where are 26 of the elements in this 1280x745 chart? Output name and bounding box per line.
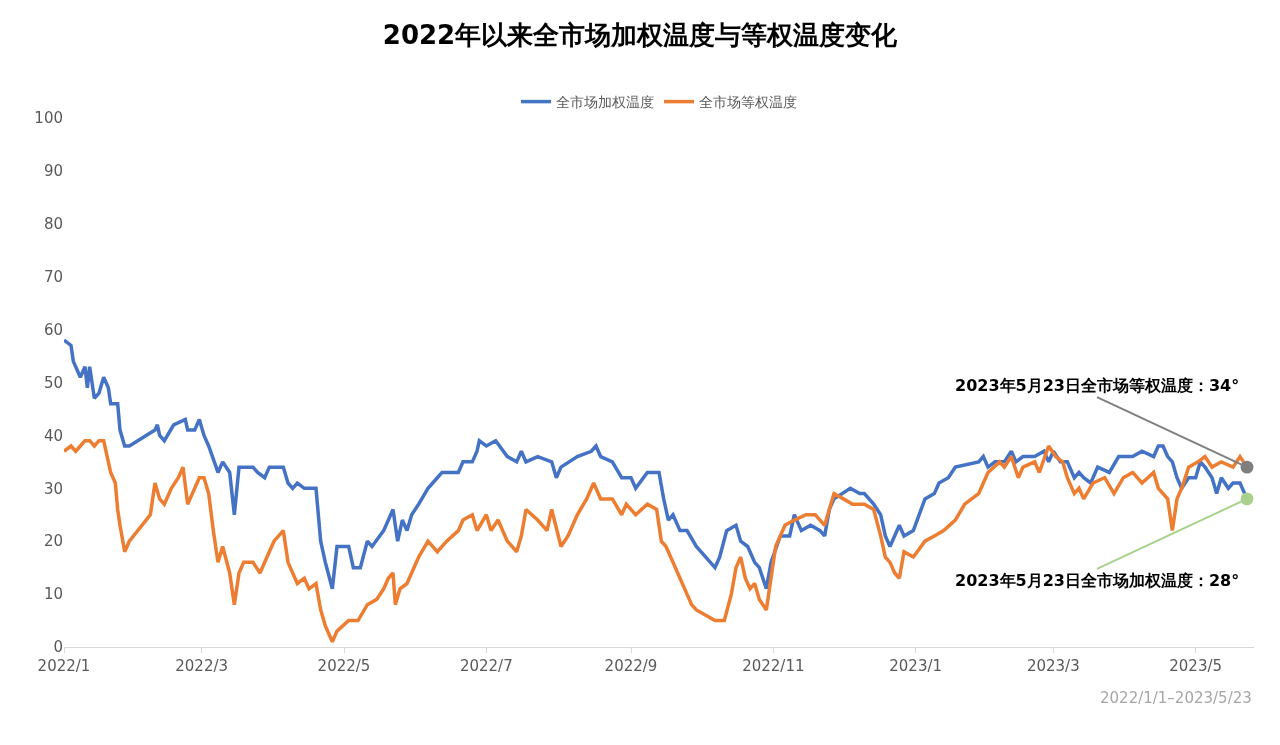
- x-tick-label: 2023/1: [889, 657, 943, 675]
- annotation: 2023年5月23日全市场等权温度：34°: [955, 376, 1240, 395]
- legend-label: 全市场等权温度: [699, 94, 797, 111]
- x-tick-label: 2022/11: [742, 657, 805, 675]
- chart-title: 2022年以来全市场加权温度与等权温度变化: [382, 20, 899, 51]
- x-tick-label: 2023/5: [1169, 657, 1223, 675]
- annotation: 2023年5月23日全市场加权温度：28°: [955, 571, 1240, 590]
- y-tick-label: 100: [34, 109, 63, 128]
- y-tick-label: 30: [43, 479, 63, 498]
- y-tick-label: 40: [43, 426, 63, 445]
- y-tick-label: 60: [43, 320, 63, 339]
- x-tick-label: 2022/1: [37, 657, 91, 675]
- y-tick-label: 50: [43, 373, 63, 392]
- x-tick-label: 2023/3: [1026, 657, 1080, 675]
- y-tick-label: 10: [43, 585, 63, 604]
- text: 2022/1/1–2023/5/23: [1100, 689, 1252, 707]
- y-tick-label: 90: [43, 162, 63, 181]
- y-tick-label: 70: [43, 267, 63, 286]
- y-tick-label: 0: [53, 638, 63, 657]
- x-tick-label: 2022/3: [175, 657, 229, 675]
- x-tick-label: 2022/9: [604, 657, 658, 675]
- y-tick-label: 80: [43, 215, 63, 234]
- y-tick-label: 20: [43, 532, 63, 551]
- x-tick-label: 2022/5: [317, 657, 371, 675]
- x-tick-label: 2022/7: [459, 657, 513, 675]
- legend-label: 全市场加权温度: [556, 94, 654, 111]
